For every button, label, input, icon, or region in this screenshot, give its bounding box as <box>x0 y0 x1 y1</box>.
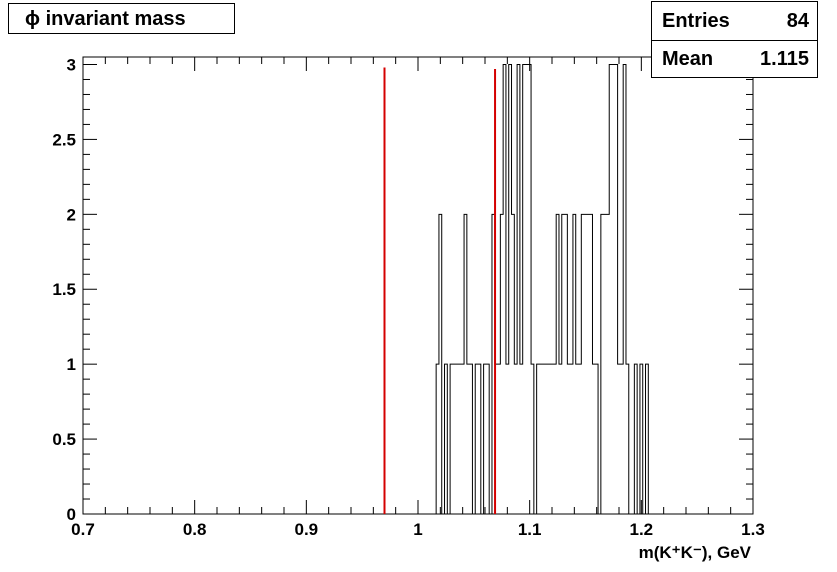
tick-labels: 0.7 0.8 0.9 1 1.1 1.2 1.3 0 0.5 1 1.5 2 2.5 3 <box>52 55 764 539</box>
stats-entries-row: Entries 84 <box>662 10 809 34</box>
mean-label: Mean <box>662 48 714 70</box>
x-tick-label: 1.1 <box>518 520 542 539</box>
stats-box: Entries 84 Mean 1.115 <box>651 1 818 78</box>
entries-value: 84 <box>786 10 809 32</box>
y-tick-label: 1.5 <box>52 280 76 299</box>
x-tick-label: 1 <box>413 520 422 539</box>
x-tick-label: 1.3 <box>741 520 765 539</box>
x-axis-label: m(K⁺K⁻), GeV <box>639 543 752 562</box>
y-tick-label: 2 <box>67 205 76 224</box>
stats-mean-row: Mean 1.115 <box>662 48 809 72</box>
mass-window-markers <box>383 67 497 514</box>
y-tick-label: 0.5 <box>52 430 76 449</box>
y-tick-label: 1 <box>67 355 76 374</box>
x-tick-label: 0.9 <box>295 520 319 539</box>
x-tick-label: 1.2 <box>630 520 654 539</box>
plot-frame <box>82 56 754 515</box>
entries-label: Entries <box>662 10 730 32</box>
x-tick-label: 0.8 <box>183 520 207 539</box>
phi-symbol: ϕ <box>25 8 40 30</box>
y-tick-label: 3 <box>67 55 76 74</box>
chart-title-text: invariant mass <box>45 8 186 30</box>
y-tick-label: 2.5 <box>52 130 76 149</box>
mean-value: 1.115 <box>760 48 809 70</box>
axis-ticks <box>82 57 754 515</box>
stats-divider <box>652 40 817 41</box>
histogram-outline <box>435 63 649 515</box>
x-tick-label: 0.7 <box>71 520 95 539</box>
y-tick-label: 0 <box>67 505 76 524</box>
chart-title: ϕ invariant mass <box>8 3 235 34</box>
